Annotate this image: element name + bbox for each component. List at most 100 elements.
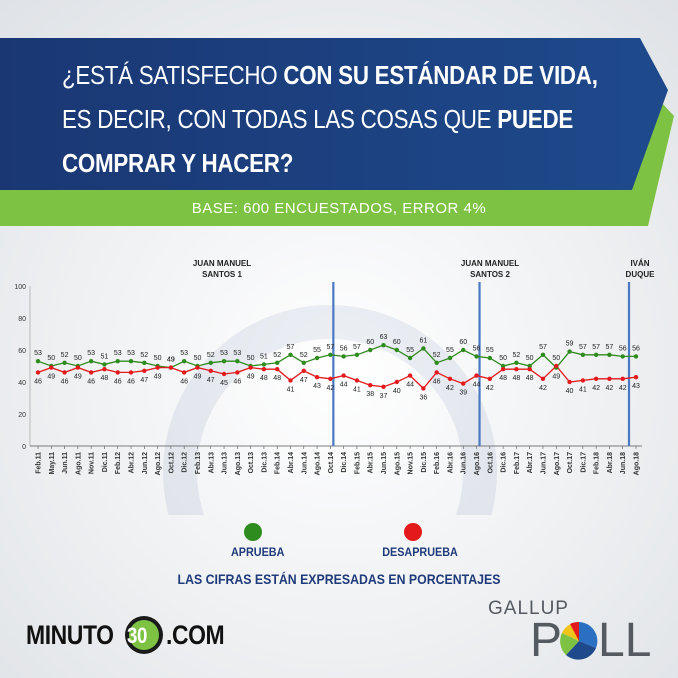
disapprove-legend-dot	[404, 523, 422, 541]
data-label-desaprueba: 48	[499, 375, 507, 382]
x-tick-label: Ago.16	[474, 452, 481, 475]
data-label-desaprueba: 46	[114, 378, 122, 385]
data-point-desaprueba	[168, 365, 174, 370]
x-tick-label: Oct.17	[567, 452, 574, 474]
data-point-desaprueba	[328, 376, 333, 381]
term-marker-label: JUAN MANUEL	[193, 259, 251, 268]
data-label-desaprueba: 42	[619, 385, 627, 392]
data-point-aprueba	[35, 359, 41, 364]
data-point-aprueba	[235, 359, 240, 364]
minuto-word: MINUTO	[26, 620, 114, 650]
data-point-desaprueba	[461, 381, 466, 386]
data-point-desaprueba	[434, 370, 439, 375]
data-point-desaprueba	[620, 376, 625, 381]
data-point-desaprueba	[235, 370, 240, 375]
data-label-aprueba: 52	[273, 352, 281, 359]
x-tick-label: Dic.17	[580, 452, 587, 473]
data-label-desaprueba: 48	[526, 375, 534, 382]
data-label-desaprueba: 49	[74, 374, 82, 381]
data-point-aprueba	[115, 359, 120, 364]
question-text-part: CON SU ESTÁNDAR DE VIDA,	[283, 60, 598, 90]
data-label-desaprueba: 49	[154, 374, 162, 381]
x-tick-label: Oct.13	[248, 452, 255, 474]
data-point-aprueba	[181, 359, 187, 364]
data-label-desaprueba: 48	[260, 375, 268, 382]
data-point-aprueba	[341, 354, 346, 359]
data-label-aprueba: 49	[167, 357, 175, 364]
data-label-aprueba: 52	[433, 352, 441, 359]
data-label-aprueba: 51	[101, 353, 109, 360]
x-tick-label: Feb.13	[195, 452, 202, 474]
x-tick-label: Abr.14	[288, 452, 295, 474]
data-point-aprueba	[514, 360, 519, 365]
term-marker-label: IVÁN	[630, 259, 649, 268]
x-tick-label: Ago.14	[315, 452, 322, 475]
data-point-desaprueba	[500, 367, 506, 372]
data-point-aprueba	[567, 349, 572, 354]
data-label-desaprueba: 46	[87, 378, 95, 385]
data-label-desaprueba: 49	[167, 357, 175, 364]
data-label-aprueba: 55	[486, 347, 494, 354]
poll-letters-ll: LL	[598, 614, 652, 667]
data-label-desaprueba: 49	[194, 374, 202, 381]
data-point-aprueba	[288, 352, 293, 357]
data-point-aprueba	[275, 360, 280, 365]
data-point-desaprueba	[142, 368, 147, 373]
data-label-desaprueba: 40	[566, 388, 574, 395]
data-label-aprueba: 53	[127, 350, 135, 357]
data-label-desaprueba: 42	[326, 385, 334, 392]
data-label-desaprueba: 46	[34, 378, 42, 385]
data-label-desaprueba: 42	[486, 385, 494, 392]
data-label-desaprueba: 38	[366, 391, 374, 398]
data-label-aprueba: 57	[606, 344, 614, 351]
data-label-aprueba: 50	[154, 355, 162, 362]
data-label-desaprueba: 46	[233, 378, 241, 385]
data-label-aprueba: 50	[194, 355, 202, 362]
watermark-30-logo	[163, 305, 497, 515]
data-point-desaprueba	[447, 376, 453, 381]
x-tick-label: Jun.13	[222, 452, 229, 474]
poll-pie-icon	[560, 621, 598, 660]
data-label-aprueba: 51	[260, 353, 268, 360]
base-text: BASE: 600 ENCUESTADOS, ERROR 4%	[191, 200, 487, 217]
data-point-desaprueba	[487, 376, 493, 381]
data-label-desaprueba: 42	[539, 385, 547, 392]
data-point-desaprueba	[554, 363, 559, 369]
data-label-aprueba: 50	[247, 355, 255, 362]
data-point-desaprueba	[593, 376, 599, 381]
data-point-desaprueba	[115, 370, 120, 375]
data-point-desaprueba	[181, 370, 187, 375]
data-label-aprueba: 53	[220, 350, 228, 357]
x-tick-label: Dic.11	[102, 452, 109, 472]
data-label-desaprueba: 44	[473, 382, 481, 389]
data-label-desaprueba: 41	[579, 386, 587, 393]
data-point-desaprueba	[607, 376, 612, 381]
data-point-aprueba	[527, 363, 532, 369]
x-tick-label: Dic.15	[421, 452, 428, 473]
data-point-desaprueba	[102, 367, 107, 372]
data-label-desaprueba: 42	[446, 385, 454, 392]
data-label-aprueba: 57	[592, 344, 600, 351]
x-tick-label: Ago.15	[394, 452, 401, 475]
data-point-aprueba	[434, 360, 439, 365]
data-label-aprueba: 50	[526, 355, 534, 362]
data-point-desaprueba	[421, 386, 426, 391]
data-point-desaprueba	[474, 373, 479, 378]
gallup-word: GALLUP	[488, 598, 569, 619]
data-point-desaprueba	[540, 376, 546, 381]
data-label-desaprueba: 46	[180, 378, 188, 385]
x-tick-label: Jun.18	[620, 452, 627, 474]
data-label-aprueba: 55	[313, 347, 321, 354]
data-point-desaprueba	[514, 367, 519, 372]
data-label-aprueba: 56	[473, 345, 481, 352]
data-point-aprueba	[261, 362, 267, 367]
data-point-desaprueba	[275, 367, 280, 372]
x-tick-label: Abr.16	[447, 452, 454, 474]
x-tick-label: Jun.17	[540, 452, 547, 474]
data-label-desaprueba: 46	[61, 378, 69, 385]
data-label-desaprueba: 48	[513, 375, 521, 382]
data-label-aprueba: 57	[579, 344, 587, 351]
data-point-desaprueba	[128, 370, 134, 375]
data-label-desaprueba: 48	[101, 375, 109, 382]
data-point-aprueba	[301, 360, 306, 365]
